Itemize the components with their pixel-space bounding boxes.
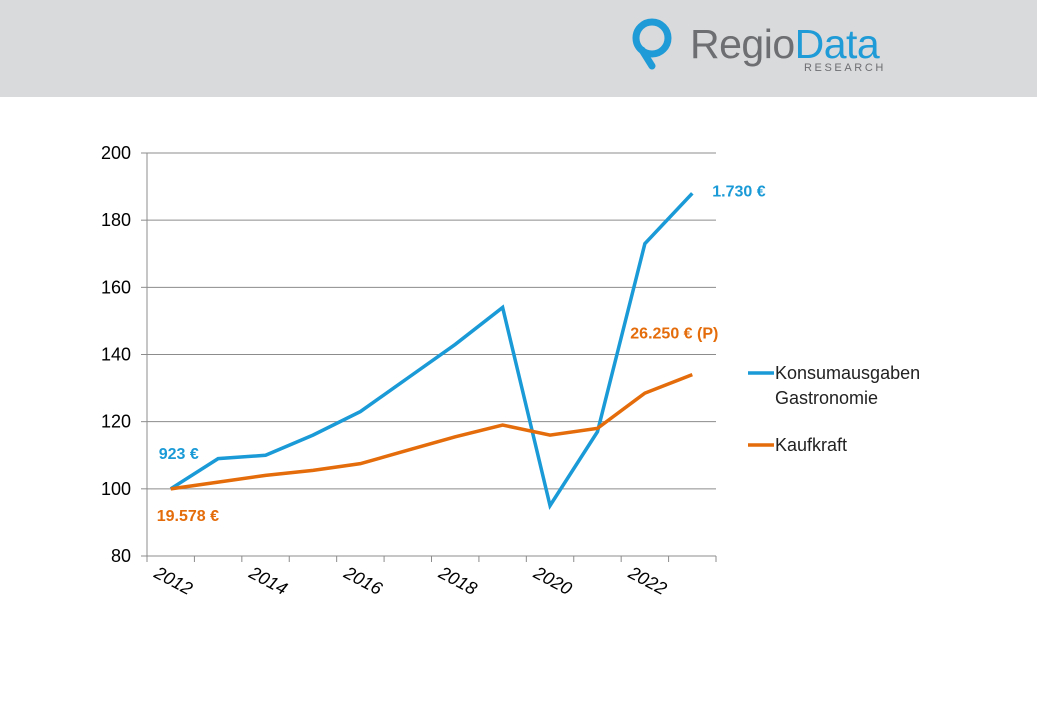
regiodata-logo: RegioData RESEARCH [632,18,912,78]
logo-wordmark: RegioData [690,20,880,68]
y-tick-label: 120 [101,412,131,432]
data-label: 26.250 € (P) [630,326,718,343]
series-line-1 [170,373,693,491]
y-tick-label: 80 [111,546,131,566]
legend-label: Konsumausgaben [775,363,920,383]
x-tick-label: 2016 [340,562,387,599]
legend-label: Gastronomie [775,388,878,408]
data-label: 19.578 € [157,508,219,525]
legend-label: Kaufkraft [775,435,847,455]
y-tick-label: 180 [101,210,131,230]
logo-data: Data [794,21,880,67]
data-label: 1.730 € [712,183,765,200]
y-tick-label: 160 [101,277,131,297]
x-tick-label: 2022 [624,562,670,599]
y-tick-label: 100 [101,479,131,499]
data-label: 923 € [159,446,199,463]
location-pin-icon [632,18,672,70]
series-line-0 [169,192,694,511]
logo-subtitle: RESEARCH [804,62,886,74]
logo-regio: Regio [690,21,795,67]
x-tick-label: 2018 [435,562,481,599]
x-tick-label: 2014 [245,562,291,599]
y-tick-label: 140 [101,345,131,365]
x-tick-label: 2012 [150,562,196,599]
x-tick-label: 2020 [530,562,576,599]
header-bar: RegioData RESEARCH [0,0,1037,97]
y-tick-label: 200 [101,143,131,163]
